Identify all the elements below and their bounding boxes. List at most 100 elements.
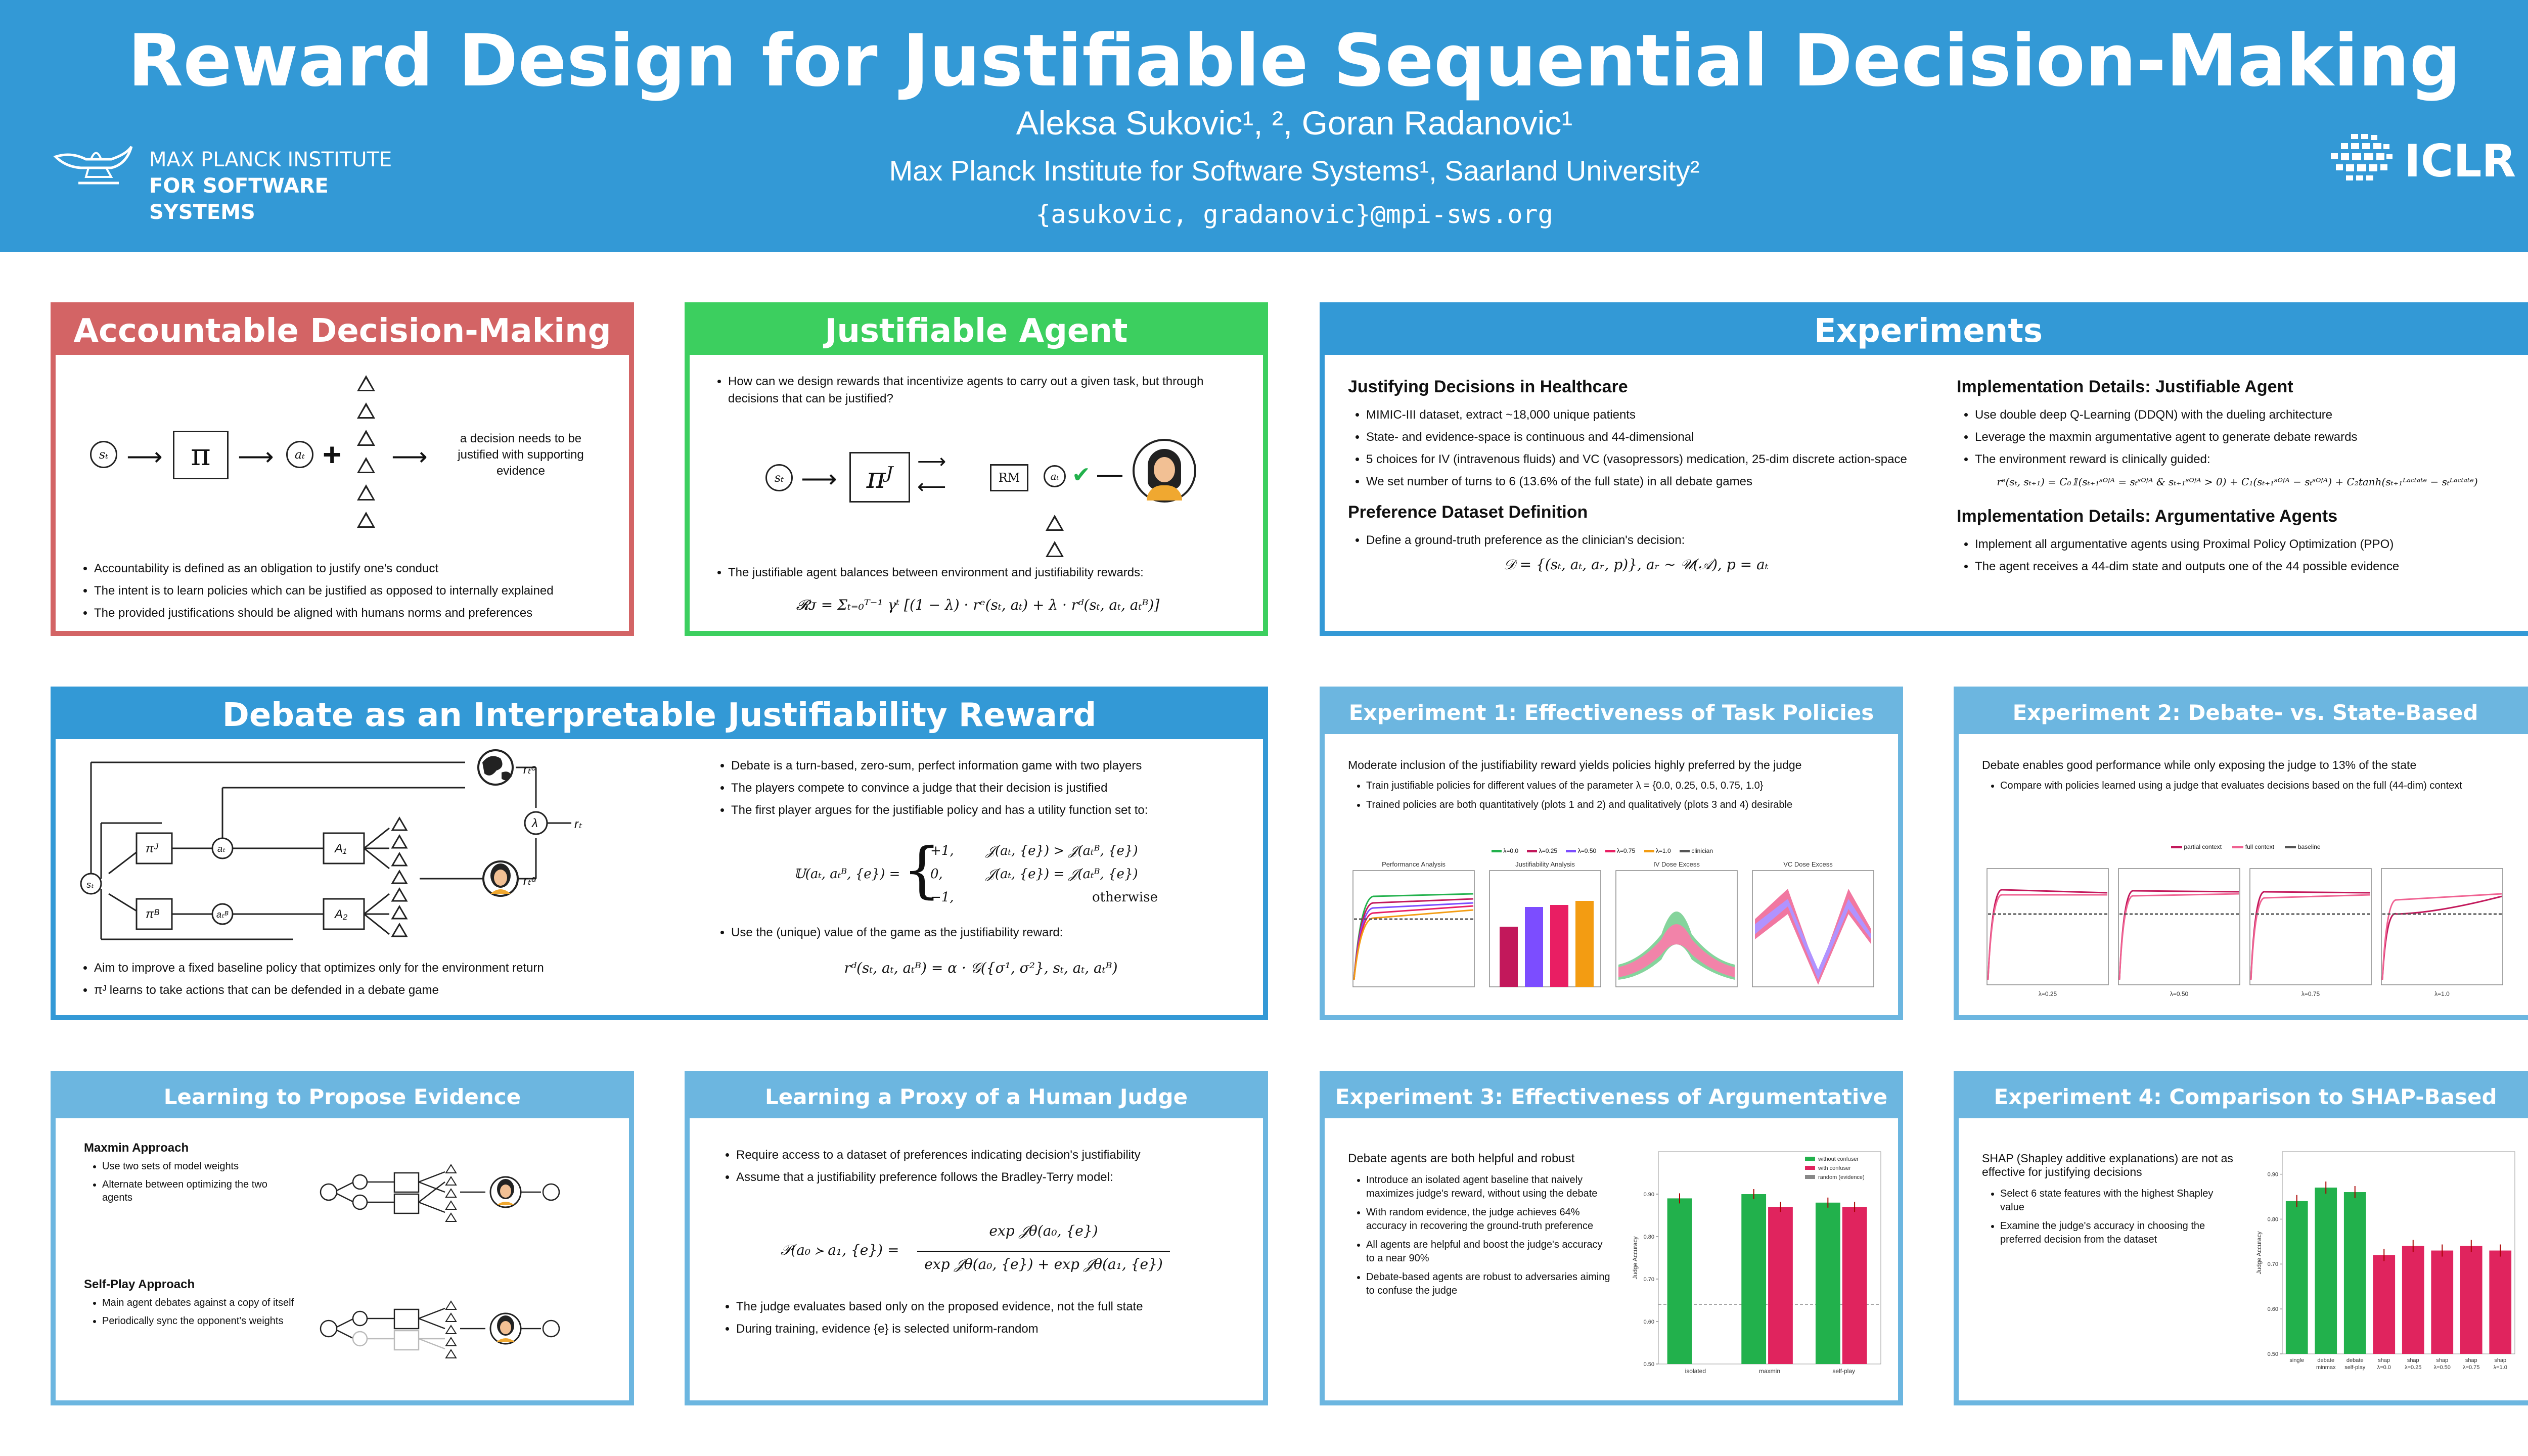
series-line [2381, 895, 2502, 980]
series-line [2250, 894, 2371, 980]
panel-experiment-3: Experiment 3: Effectiveness of Argumenta… [1320, 1071, 1903, 1405]
human-judge-icon [1133, 439, 1196, 503]
list-item: Select 6 state features with the highest… [2000, 1187, 2235, 1214]
proxy-top-bullets: Require access to a dataset of preferenc… [718, 1147, 1244, 1191]
list-item: How can we design rewards that incentivi… [728, 373, 1246, 407]
mpi-logo-text: MAX PLANCK INSTITUTE FOR SOFTWARE SYSTEM… [149, 147, 435, 225]
x-tick-label: shap [2465, 1357, 2477, 1363]
list-item: The judge evaluates based only on the pr… [736, 1298, 1244, 1315]
faded-debater-node [393, 1330, 420, 1351]
list-item: Use two sets of model weights [102, 1160, 296, 1173]
y-tick-label: 0.50 [2268, 1351, 2278, 1357]
x-tick-label: λ=0.0 [2377, 1364, 2391, 1371]
x-tick-label: minmax [2316, 1364, 2336, 1371]
legend-label: λ=1.0 [1655, 847, 1671, 854]
panel-experiments: Experiments Justifying Decisions in Heal… [1320, 302, 2528, 636]
label-debate-reward: rₜᵈ [523, 874, 536, 888]
series-line [2250, 891, 2371, 980]
iclr-logo: ICLR [2321, 129, 2528, 195]
bar [1525, 907, 1543, 987]
justifiable-diagram: sₜ ⟶ πᴶ ⟶ ⟵ RM aₜ ✔ — [690, 419, 1263, 570]
legend-item: partial context [2171, 843, 2222, 850]
plot-frame [1615, 870, 1738, 987]
bar [2373, 1255, 2396, 1354]
baseline-policy-node [136, 898, 173, 930]
panel-experiment-1: Experiment 1: Effectiveness of Task Poli… [1320, 687, 1903, 1020]
list-item: The players compete to convince a judge … [731, 780, 1249, 797]
legend-label: λ=0.75 [1616, 847, 1636, 854]
exp4-text: SHAP (Shapley additive explanations) are… [1982, 1152, 2235, 1252]
env-reward-formula: rᵉ(sₜ, sₜ₊₁) = C₀𝟙(sₜ₊₁ˢᴼᶠᴬ = sₜˢᴼᶠᴬ & s… [1997, 476, 2478, 488]
action-node [352, 1174, 368, 1190]
legend-label: random (evidence) [1818, 1174, 1865, 1180]
exp1-legend: λ=0.0 λ=0.25 λ=0.50 λ=0.75 λ=1.0 clinici… [1492, 847, 1845, 857]
list-item: Alternate between optimizing the two age… [102, 1178, 296, 1204]
policy-node: πᴶ [849, 452, 910, 503]
legend-item: full context [2232, 843, 2274, 850]
legend-label: without confuser [1818, 1156, 1859, 1162]
exp2-text: Debate enables good performance while on… [1982, 757, 2518, 798]
case-condition: otherwise [1092, 890, 1158, 905]
reward-model-node: RM [990, 464, 1028, 491]
state-node: sₜ [90, 441, 117, 468]
bar [1842, 1207, 1867, 1364]
arrow-icon: ⟶ [917, 450, 946, 473]
panel-title: Experiment 4: Comparison to SHAP-Based E… [1959, 1076, 2528, 1152]
baseline-action-node [211, 903, 234, 925]
panel-learning-evidence: Learning to Propose Evidence Maxmin Appr… [51, 1071, 634, 1405]
x-tick-label: shap [2407, 1357, 2419, 1363]
label-action: aₜ [217, 844, 225, 854]
exp3-intro: Debate agents are both helpful and robus… [1348, 1152, 1575, 1165]
exp2-plots: λ=0.25 λ=0.50 λ=0.75 λ=1.0 [1987, 868, 2503, 997]
list-item: The first player argues for the justifia… [731, 802, 1249, 819]
legend-label: partial context [2184, 843, 2222, 850]
legend-swatch [1805, 1157, 1815, 1161]
bar [2285, 1201, 2308, 1354]
bar [2460, 1246, 2482, 1354]
panel-title: Justifiable Agent [690, 307, 1263, 355]
legend-item: baseline [2285, 843, 2321, 850]
preference-formula: 𝒟 = {(sₜ, aₜ, aᵣ, p)}, aᵣ ∼ 𝒰(𝒜), p = aₜ [1504, 556, 1769, 573]
legend-swatch [2285, 846, 2296, 849]
list-item: Accountability is defined as an obligati… [94, 560, 622, 577]
mpi-logo-line2: FOR SOFTWARE SYSTEMS [149, 174, 329, 224]
list-item: Periodically sync the opponent's weights [102, 1314, 296, 1328]
label-debater-1: A₁ [334, 842, 347, 855]
series-line [2118, 890, 2239, 980]
performance-curves [1353, 893, 1474, 980]
plot-title: Justifiability Analysis [1515, 860, 1575, 868]
diagram-labels: sₜ πᴶ aₜ A₁ πᴮ aₜᴮ A₂ λ rₜ rₜᵉ rₜᵈ [86, 763, 582, 921]
list-item: Use double deep Q-Learning (DDQN) with t… [1975, 406, 2518, 424]
case-condition: 𝒥(aₜ, {e}) > 𝒥(aₜᴮ, {e}) [986, 843, 1138, 858]
list-item: Assume that a justifiability preference … [736, 1169, 1244, 1186]
action-node [211, 837, 234, 859]
list-item: Examine the judge's accuracy in choosing… [2000, 1219, 2235, 1247]
legend-item: clinician [1679, 847, 1713, 854]
list-item: We set number of turns to 6 (13.6% of th… [1366, 473, 1924, 490]
evidence-triangles [357, 375, 377, 542]
list-item: The environment reward is clinically gui… [1975, 451, 2518, 468]
exp3-text: Debate agents are both helpful and robus… [1348, 1152, 1611, 1303]
bar [1500, 927, 1518, 987]
human-judge-icon [482, 860, 519, 897]
x-tick-label: debate [2346, 1357, 2364, 1363]
series-line [1987, 889, 2108, 980]
x-tick-label: λ=0.75 [2463, 1364, 2479, 1371]
panel-justifiable-agent: Justifiable Agent How can we design rewa… [685, 302, 1268, 636]
iclr-globe-icon [2331, 134, 2392, 180]
list-item: Use the (unique) value of the game as th… [731, 924, 1249, 941]
human-judge-icon [489, 1312, 522, 1345]
y-axis-label: Judge Accuracy [2255, 1232, 2263, 1275]
legend-label: baseline [2297, 843, 2321, 850]
panel-title: Learning to Propose Evidence [56, 1076, 629, 1118]
justifiable-formula: 𝓡ᴊ = Σₜ₌₀ᵀ⁻¹ γᵗ [(1 − λ) · rᵉ(sₜ, aₜ) + … [796, 597, 1160, 613]
plot-frame [1752, 870, 1874, 987]
debate-value-bullet: Use the (unique) value of the game as th… [713, 924, 1249, 946]
label-baseline-policy: πᴮ [146, 907, 159, 921]
y-tick-label: 0.90 [2268, 1171, 2278, 1177]
x-tick-label: self-play [1832, 1368, 1855, 1375]
experiments-left: Justifying Decisions in Healthcare MIMIC… [1348, 378, 1924, 573]
maxmin-text: Maxmin Approach Use two sets of model we… [84, 1142, 296, 1209]
iv-dose-bands [1618, 912, 1735, 980]
series-line [1987, 894, 2107, 980]
